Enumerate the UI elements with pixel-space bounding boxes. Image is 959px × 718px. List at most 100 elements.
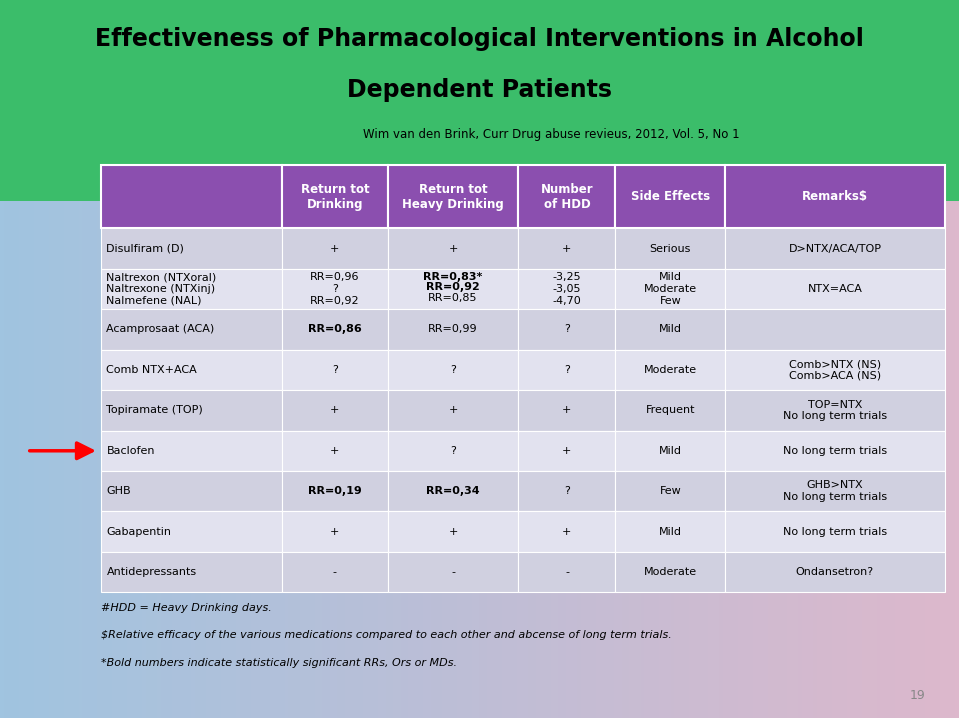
Text: RR=0,83*: RR=0,83* xyxy=(423,272,482,282)
Text: Mild: Mild xyxy=(659,446,682,456)
Text: GHB>NTX
No long term trials: GHB>NTX No long term trials xyxy=(783,480,887,502)
Text: Ondansetron?: Ondansetron? xyxy=(796,567,874,577)
Bar xyxy=(387,511,519,552)
Bar xyxy=(0,0,959,201)
Text: D>NTX/ACA/TOP: D>NTX/ACA/TOP xyxy=(788,243,881,253)
Bar xyxy=(101,431,282,471)
Text: Return tot
Heavy Drinking: Return tot Heavy Drinking xyxy=(402,183,503,210)
Bar xyxy=(387,471,519,511)
Bar xyxy=(387,228,519,269)
Text: RR=0,96
?
RR=0,92: RR=0,96 ? RR=0,92 xyxy=(310,272,360,306)
Bar xyxy=(282,390,387,431)
Text: Few: Few xyxy=(660,486,681,496)
Text: Acamprosaat (ACA): Acamprosaat (ACA) xyxy=(106,325,215,335)
Bar xyxy=(101,511,282,552)
Text: +: + xyxy=(330,527,339,536)
Bar xyxy=(387,165,519,228)
Text: No long term trials: No long term trials xyxy=(783,446,887,456)
Text: Side Effects: Side Effects xyxy=(631,190,710,203)
Bar xyxy=(616,552,725,592)
Text: -3,25
-3,05
-4,70: -3,25 -3,05 -4,70 xyxy=(552,272,581,306)
Bar xyxy=(519,552,616,592)
Text: +: + xyxy=(330,446,339,456)
Text: Wim van den Brink, Curr Drug abuse revieus, 2012, Vol. 5, No 1: Wim van den Brink, Curr Drug abuse revie… xyxy=(363,129,739,141)
Text: No long term trials: No long term trials xyxy=(783,527,887,536)
Bar xyxy=(282,165,387,228)
Bar xyxy=(387,350,519,390)
Text: Number
of HDD: Number of HDD xyxy=(541,183,594,210)
Text: +: + xyxy=(449,406,457,415)
Bar xyxy=(616,165,725,228)
Text: Mild
Moderate
Few: Mild Moderate Few xyxy=(643,272,697,306)
Text: +: + xyxy=(330,243,339,253)
Bar xyxy=(725,471,945,511)
Bar xyxy=(616,471,725,511)
Text: +: + xyxy=(449,243,457,253)
Bar xyxy=(616,511,725,552)
Bar xyxy=(725,269,945,309)
Bar xyxy=(725,390,945,431)
Text: -: - xyxy=(565,567,569,577)
Bar xyxy=(101,471,282,511)
Bar xyxy=(725,309,945,350)
Text: -: - xyxy=(451,567,455,577)
Text: Antidepressants: Antidepressants xyxy=(106,567,197,577)
Bar xyxy=(387,431,519,471)
Bar xyxy=(101,552,282,592)
Text: ?: ? xyxy=(450,365,456,375)
Text: +: + xyxy=(449,527,457,536)
Text: Topiramate (TOP): Topiramate (TOP) xyxy=(106,406,203,415)
Text: NTX=ACA: NTX=ACA xyxy=(807,284,862,294)
Bar xyxy=(282,511,387,552)
Text: *Bold numbers indicate statistically significant RRs, Ors or MDs.: *Bold numbers indicate statistically sig… xyxy=(101,658,456,668)
Text: +: + xyxy=(562,527,572,536)
Text: TOP=NTX
No long term trials: TOP=NTX No long term trials xyxy=(783,399,887,421)
Bar xyxy=(387,269,519,309)
Text: 19: 19 xyxy=(910,689,925,702)
Bar xyxy=(101,269,282,309)
Text: Dependent Patients: Dependent Patients xyxy=(347,78,612,102)
Text: +: + xyxy=(562,446,572,456)
Bar xyxy=(519,471,616,511)
Bar xyxy=(101,309,282,350)
Bar xyxy=(519,165,616,228)
Bar xyxy=(725,431,945,471)
Bar xyxy=(616,431,725,471)
Text: GHB: GHB xyxy=(106,486,131,496)
Bar xyxy=(725,511,945,552)
Bar xyxy=(101,228,282,269)
Text: $Relative efficacy of the various medications compared to each other and abcense: $Relative efficacy of the various medica… xyxy=(101,630,671,640)
Text: Mild: Mild xyxy=(659,325,682,335)
Text: Comb>NTX (NS)
Comb>ACA (NS): Comb>NTX (NS) Comb>ACA (NS) xyxy=(789,359,881,381)
Text: RR=0,19: RR=0,19 xyxy=(308,486,362,496)
Text: RR=0,99: RR=0,99 xyxy=(429,325,478,335)
Bar xyxy=(387,552,519,592)
Text: +: + xyxy=(562,243,572,253)
Text: Serious: Serious xyxy=(649,243,691,253)
Bar xyxy=(101,350,282,390)
Text: Frequent: Frequent xyxy=(645,406,695,415)
Bar xyxy=(519,228,616,269)
Bar xyxy=(387,309,519,350)
Text: ?: ? xyxy=(564,365,570,375)
Text: Comb NTX+ACA: Comb NTX+ACA xyxy=(106,365,198,375)
Text: Moderate: Moderate xyxy=(643,365,697,375)
Text: Remarks$: Remarks$ xyxy=(802,190,868,203)
Bar xyxy=(616,269,725,309)
Text: Moderate: Moderate xyxy=(643,567,697,577)
Text: Return tot
Drinking: Return tot Drinking xyxy=(300,183,369,210)
Text: Naltrexon (NTXoral)
Naltrexone (NTXinj)
Nalmefene (NAL): Naltrexon (NTXoral) Naltrexone (NTXinj) … xyxy=(106,272,217,306)
Bar xyxy=(101,165,282,228)
Bar xyxy=(725,165,945,228)
Text: RR=0,85: RR=0,85 xyxy=(429,293,478,302)
Text: Disulfiram (D): Disulfiram (D) xyxy=(106,243,184,253)
Text: ?: ? xyxy=(564,486,570,496)
Bar xyxy=(519,431,616,471)
Text: RR=0,92: RR=0,92 xyxy=(426,282,480,292)
Bar xyxy=(616,390,725,431)
Bar xyxy=(282,431,387,471)
Bar xyxy=(725,552,945,592)
Bar xyxy=(519,350,616,390)
Text: RR=0,34: RR=0,34 xyxy=(426,486,480,496)
Bar xyxy=(616,350,725,390)
